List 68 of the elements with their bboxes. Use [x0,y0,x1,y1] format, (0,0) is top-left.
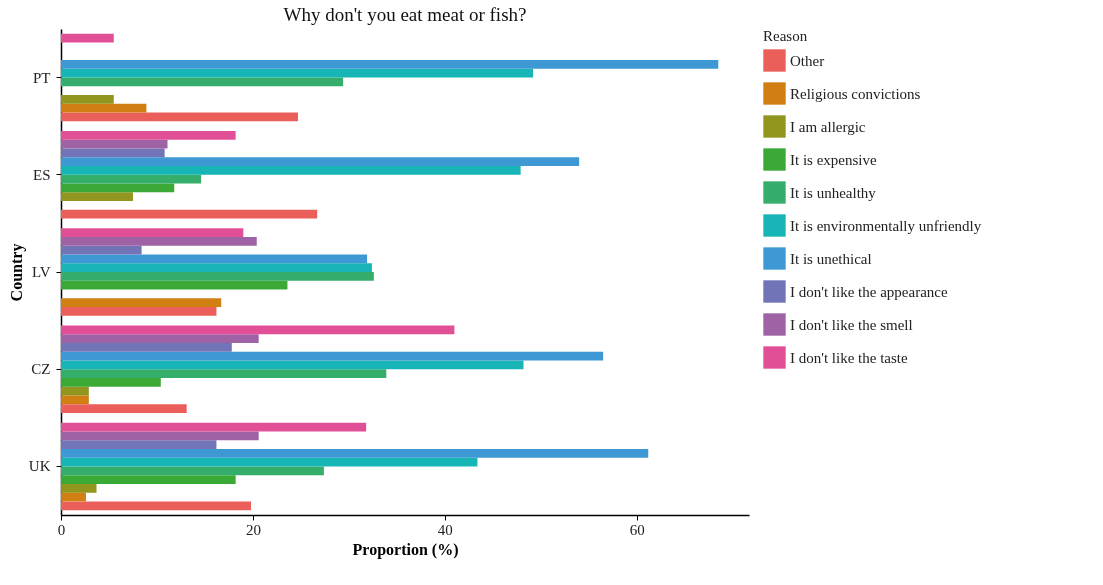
bar [61,501,251,511]
bar [61,298,222,307]
bar [61,466,324,476]
legend-label: It is unethical [790,250,872,267]
bar [61,377,161,387]
bar [61,475,236,484]
legend-label: Religious convictions [790,85,921,102]
bar [61,483,97,493]
bar [61,386,89,396]
bar [61,60,719,69]
y-tick-label: ES [32,166,51,183]
legend-label: I don't like the smell [790,316,913,333]
x-axis-title: Proportion (%) [352,540,459,559]
legend-label: It is unhealthy [790,184,877,201]
bar [61,457,478,467]
legend-label: It is environmentally unfriendly [790,217,982,234]
bar [61,404,187,413]
x-tick-label: 40 [437,521,453,538]
bar [61,228,244,238]
bar [61,95,114,104]
bar [61,77,344,87]
y-tick-label: UK [28,458,51,475]
y-tick-label: LV [31,264,51,280]
bar [61,209,318,219]
bar [61,440,217,449]
bar [61,306,217,316]
bar [61,33,114,43]
chart-title: Why don't you eat meat or fish? [283,4,527,25]
bar [61,237,257,246]
bar [61,448,649,458]
legend-label: Other [790,52,825,69]
bar [61,431,259,441]
legend-title: Reason [763,28,808,44]
bar [61,192,133,202]
legend-label: It is expensive [790,151,877,168]
bar [61,280,288,290]
y-axis-title: Country [7,243,26,302]
bar [61,395,89,405]
bar [61,68,534,78]
bar [61,112,299,122]
x-tick-label: 20 [245,521,261,538]
bar [61,157,580,167]
legend-label: I don't like the appearance [790,283,948,300]
bar [61,245,142,255]
bar [61,174,202,184]
bar [61,342,232,352]
bar [61,254,368,264]
y-tick-label: CZ [31,361,51,378]
bar [61,422,367,432]
legend-label: I am allergic [790,118,866,135]
bar [61,272,374,281]
legend-label: I don't like the taste [790,349,909,366]
bar [61,492,86,502]
bar [61,183,175,193]
bar [61,325,455,335]
bar [61,369,387,378]
y-tick-label: PT [32,69,51,86]
bar [61,131,236,140]
bar [61,334,259,343]
x-tick-label: 0 [57,521,66,538]
bar [61,148,165,158]
bar [61,263,372,272]
bar [61,351,604,361]
bar [61,360,524,370]
bar [61,103,147,113]
bar [61,166,521,175]
x-tick-label: 60 [629,521,645,538]
bar [61,139,168,149]
